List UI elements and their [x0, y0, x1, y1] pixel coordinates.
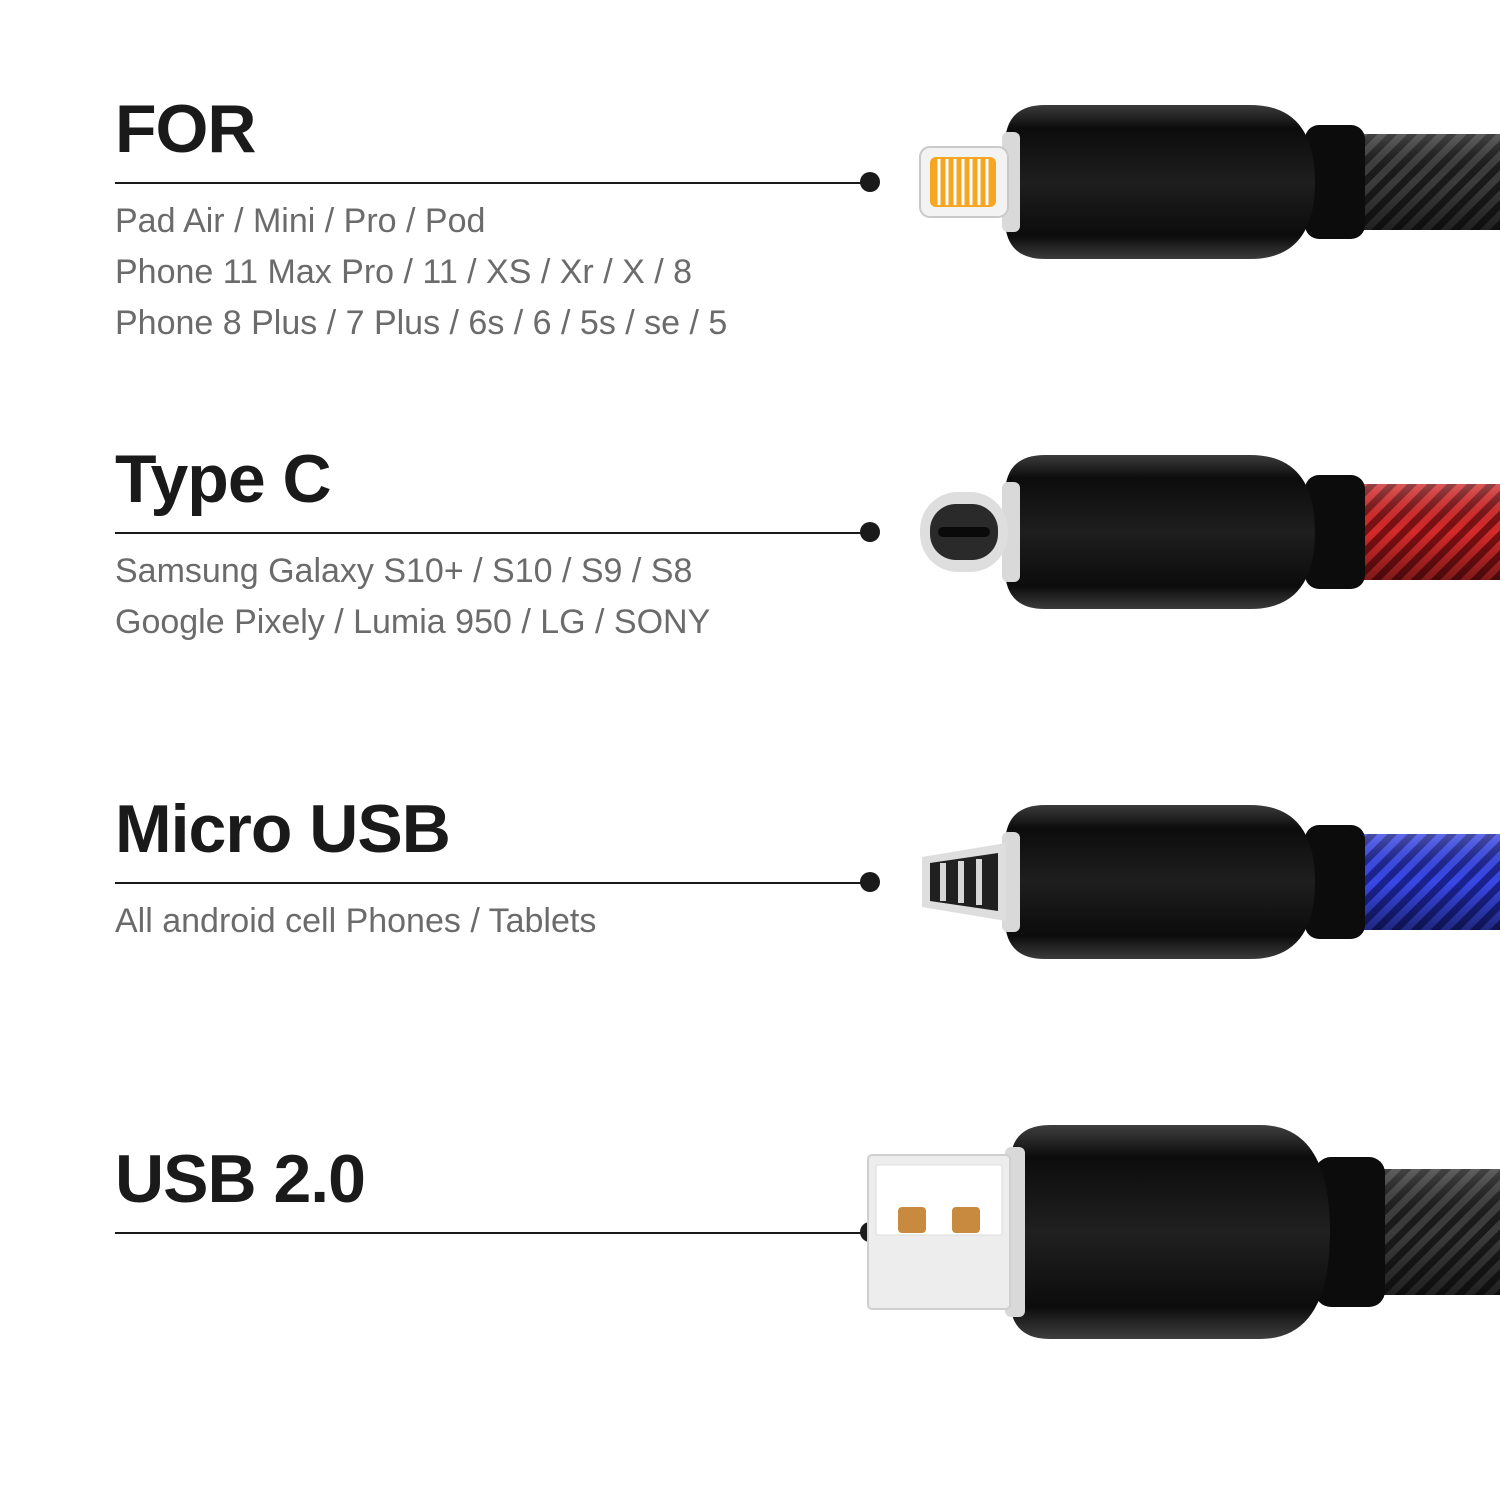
title-usb20: USB 2.0 [115, 1140, 365, 1218]
title-microusb: Micro USB [115, 790, 596, 868]
rule-microusb [115, 882, 870, 884]
dot-typec [860, 522, 880, 542]
rule-lightning [115, 182, 870, 184]
lightning-connector-icon [910, 87, 1500, 277]
text-block-usb20: USB 2.0 [115, 1140, 365, 1218]
rule-usb20 [115, 1232, 870, 1234]
text-block-typec: Type C Samsung Galaxy S10+ / S10 / S9 / … [115, 440, 710, 648]
dot-microusb [860, 872, 880, 892]
microusb-connector-icon [910, 787, 1500, 977]
title-typec: Type C [115, 440, 710, 518]
text-block-lightning: FOR Pad Air / Mini / Pro / Pod Phone 11 … [115, 90, 727, 349]
desc-lightning: Pad Air / Mini / Pro / Pod Phone 11 Max … [115, 196, 727, 349]
text-block-microusb: Micro USB All android cell Phones / Tabl… [115, 790, 596, 947]
desc-microusb: All android cell Phones / Tablets [115, 896, 596, 947]
desc-typec: Samsung Galaxy S10+ / S10 / S9 / S8 Goog… [115, 546, 710, 648]
dot-lightning [860, 172, 880, 192]
title-lightning: FOR [115, 90, 727, 168]
rule-typec [115, 532, 870, 534]
usbc-connector-icon [910, 437, 1500, 627]
usba-connector-icon [860, 1107, 1500, 1357]
